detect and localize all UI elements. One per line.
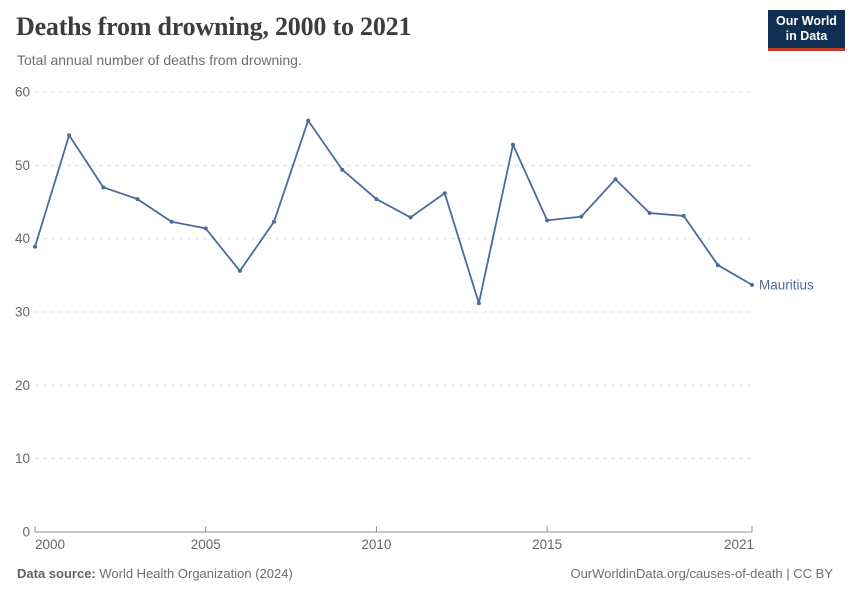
x-tick-label: 2005 xyxy=(191,537,221,552)
data-point xyxy=(272,219,276,224)
y-tick-label: 0 xyxy=(22,525,30,540)
data-point xyxy=(511,142,515,147)
data-point xyxy=(545,218,550,223)
y-tick-label: 60 xyxy=(15,85,30,100)
data-point xyxy=(237,268,242,273)
data-point xyxy=(442,191,447,196)
attribution: OurWorldinData.org/causes-of-death | CC … xyxy=(570,566,833,581)
owid-logo-line2: in Data xyxy=(785,29,828,44)
data-point xyxy=(408,215,413,220)
series-label: Mauritius xyxy=(759,277,814,292)
chart-title: Deaths from drowning, 2000 to 2021 xyxy=(16,12,412,41)
data-point xyxy=(203,226,208,231)
data-source-label: Data source: xyxy=(17,566,96,581)
data-source: Data source: World Health Organization (… xyxy=(17,566,293,581)
data-point xyxy=(374,197,379,202)
x-tick-label: 2015 xyxy=(532,537,562,552)
footer: Data source: World Health Organization (… xyxy=(17,566,833,581)
data-point xyxy=(613,177,618,182)
data-point xyxy=(340,167,345,172)
y-tick-label: 40 xyxy=(15,231,30,246)
data-point xyxy=(579,214,584,219)
y-tick-label: 20 xyxy=(15,378,30,393)
data-point xyxy=(306,118,311,123)
data-point xyxy=(169,219,174,224)
y-tick-label: 30 xyxy=(15,305,30,320)
owid-logo: Our World in Data xyxy=(768,10,845,51)
data-point xyxy=(647,211,652,215)
series-line xyxy=(34,119,753,305)
data-point xyxy=(33,244,37,249)
owid-logo-line1: Our World xyxy=(776,14,837,28)
data-point xyxy=(101,185,106,190)
data-point xyxy=(135,197,140,202)
data-point xyxy=(681,213,686,218)
data-point xyxy=(715,263,720,268)
y-tick-label: 10 xyxy=(15,451,30,466)
x-tick-label: 2000 xyxy=(35,537,65,552)
chart-subtitle: Total annual number of deaths from drown… xyxy=(17,52,302,68)
data-point xyxy=(476,301,481,306)
y-tick-label: 50 xyxy=(15,158,30,173)
data-point xyxy=(750,282,754,287)
data-point xyxy=(67,133,72,138)
x-tick-label: 2021 xyxy=(724,537,754,552)
data-source-value: World Health Organization (2024) xyxy=(95,566,293,581)
x-tick-label: 2010 xyxy=(361,537,391,552)
